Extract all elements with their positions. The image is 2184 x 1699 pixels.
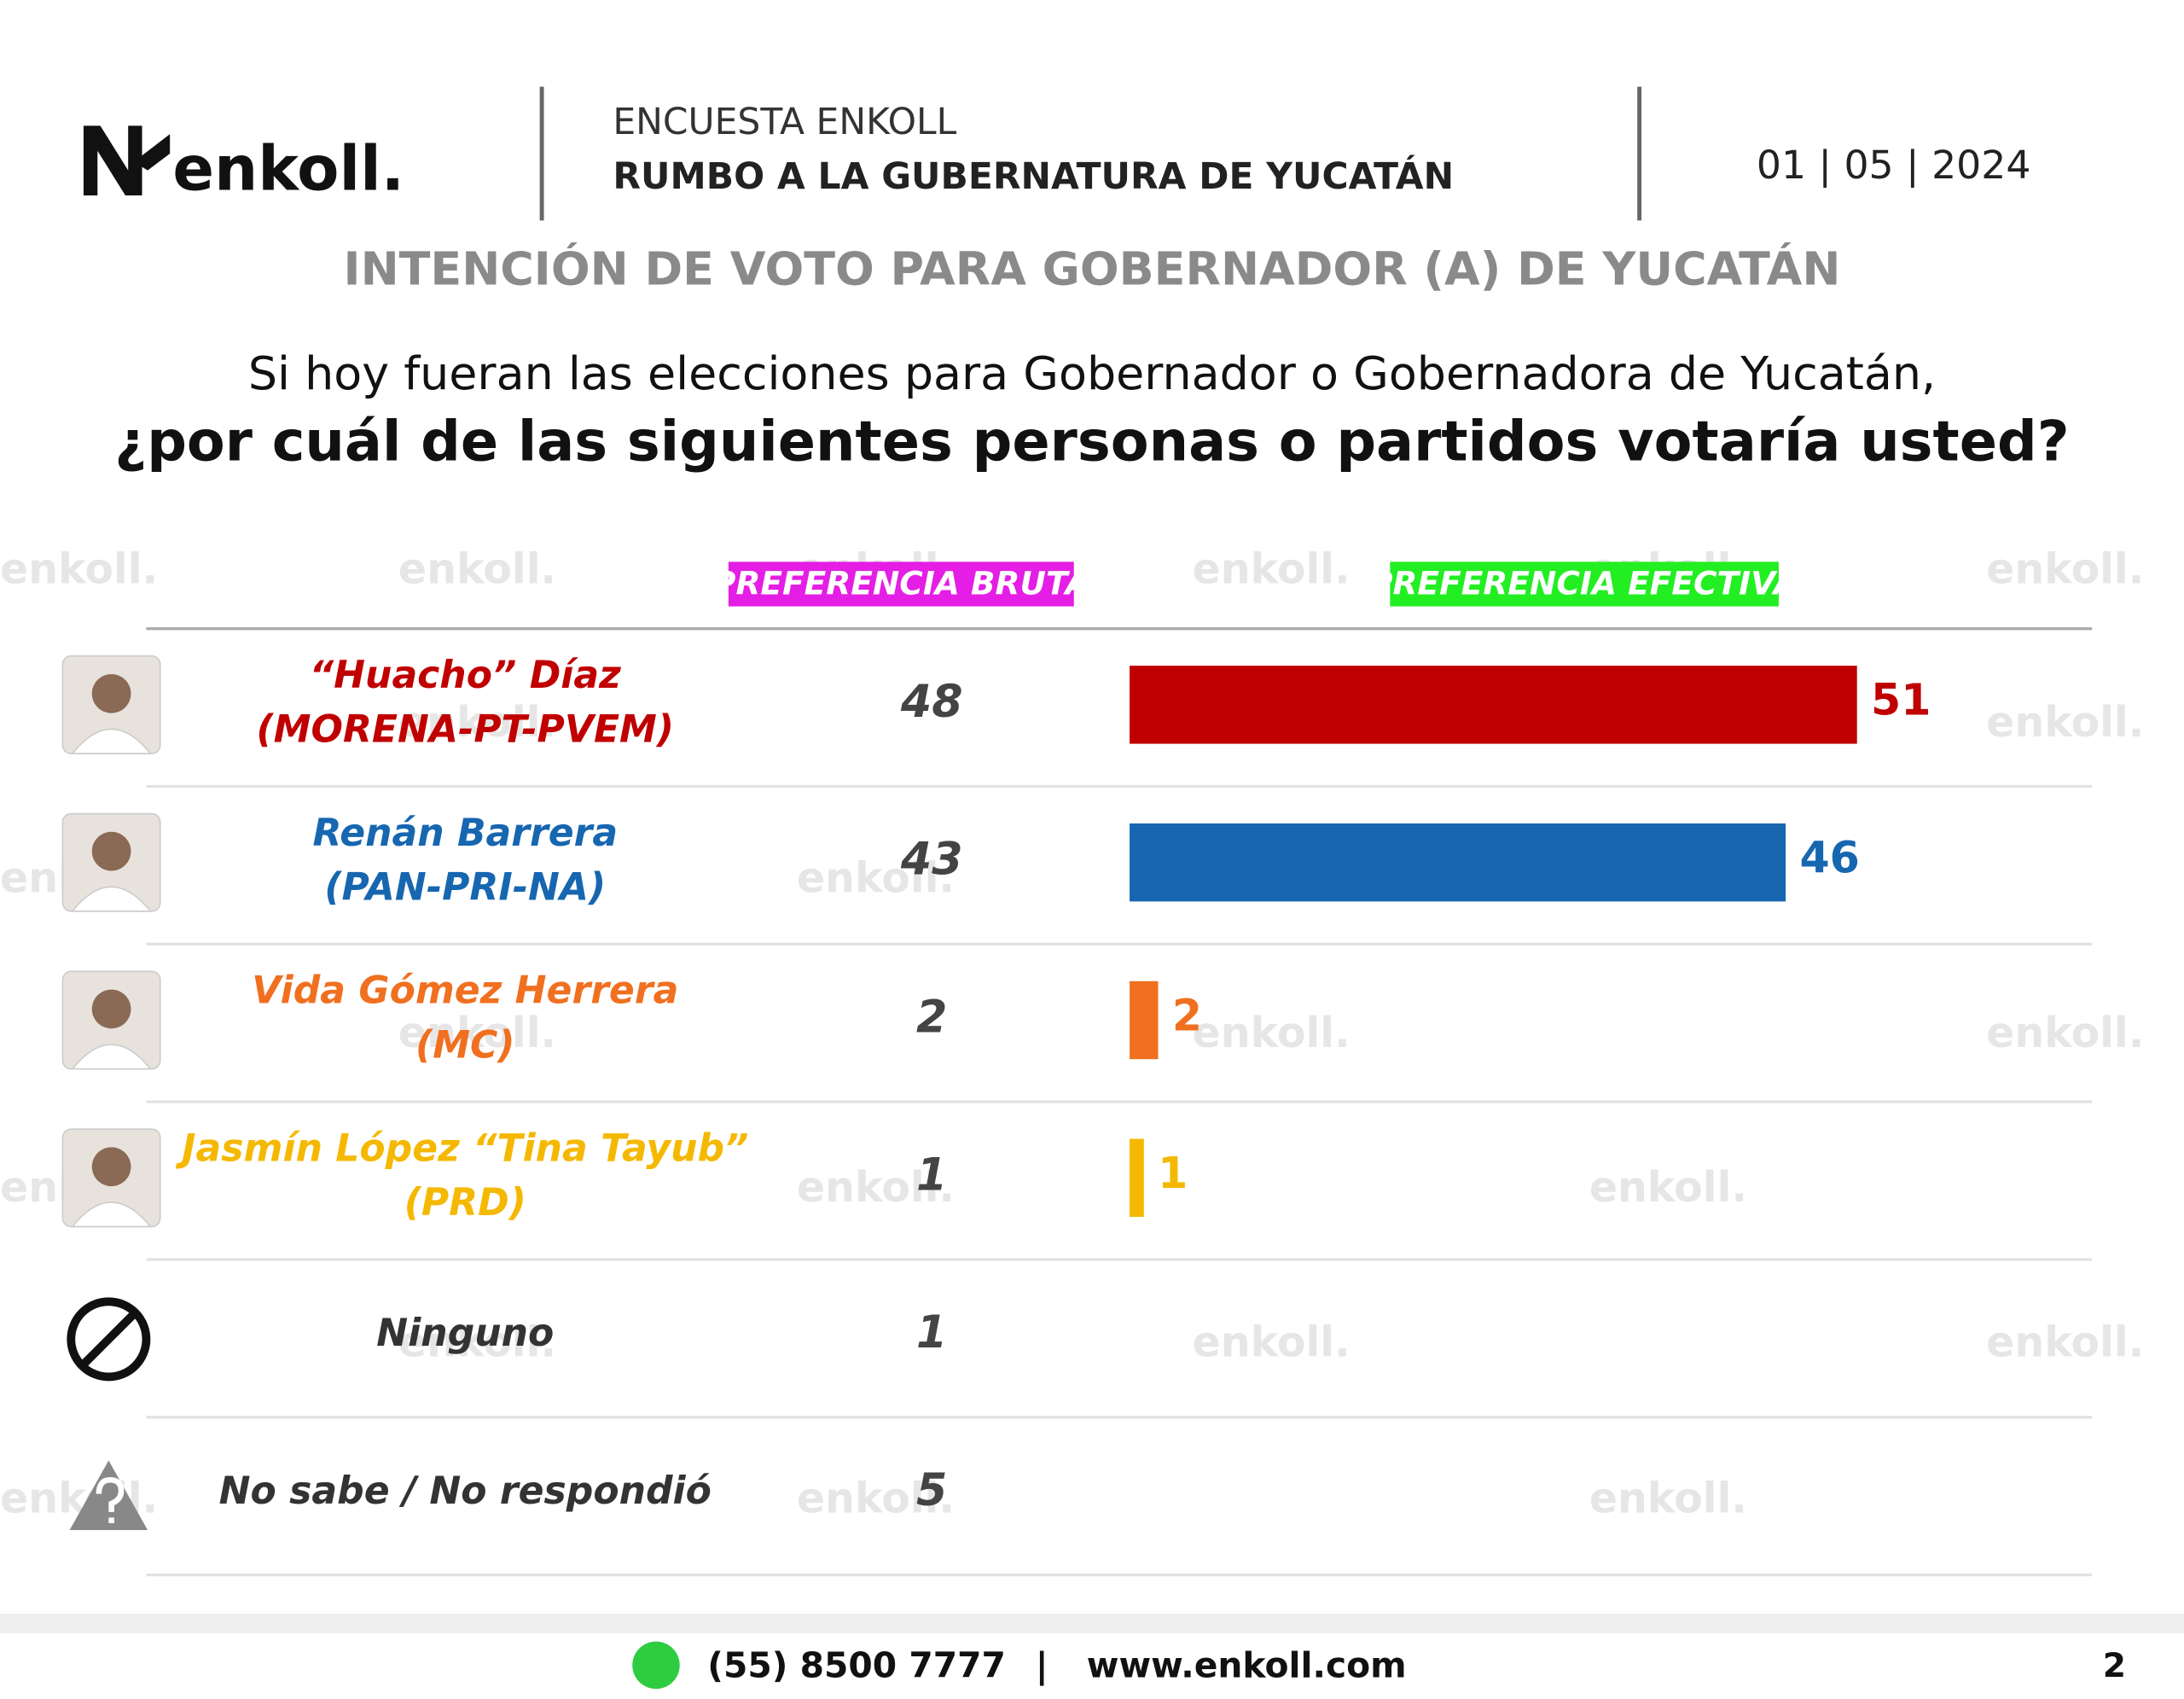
photo bbox=[91, 1147, 131, 1187]
watermark: enkoll. bbox=[398, 544, 556, 593]
bar-value: 51 bbox=[1871, 675, 1931, 725]
watermark: enkoll. bbox=[797, 1163, 955, 1212]
category-label: (MC) bbox=[415, 1023, 515, 1067]
category-label: No sabe / No respondió bbox=[219, 1469, 712, 1513]
question: Si hoy fueran las elecciones para Gobern… bbox=[248, 346, 1936, 400]
watermark: enkoll. bbox=[1193, 544, 1350, 593]
page-number: 2 bbox=[2103, 1647, 2126, 1685]
photo bbox=[71, 728, 153, 754]
bar bbox=[1130, 666, 1857, 744]
question: ¿por cuál de las siguientes personas o p… bbox=[114, 409, 2069, 474]
watermark: enkoll. bbox=[398, 1318, 556, 1366]
watermark: enkoll. bbox=[398, 698, 556, 747]
photo bbox=[91, 673, 131, 713]
photo bbox=[71, 1202, 153, 1228]
bar bbox=[1130, 980, 1159, 1060]
whatsapp-icon bbox=[632, 1641, 680, 1690]
gross-value: 1 bbox=[916, 1307, 947, 1359]
watermark: enkoll. bbox=[1193, 1318, 1350, 1366]
bar bbox=[1130, 1138, 1144, 1218]
unknown-icon bbox=[69, 1460, 148, 1531]
bar bbox=[1130, 823, 1786, 902]
footer-band bbox=[0, 1614, 2184, 1633]
legend-label: PREFERENCIA EFECTIVA bbox=[1369, 565, 1798, 602]
gross-value: 2 bbox=[916, 992, 947, 1044]
date: 01 | 05 | 2024 bbox=[1757, 143, 2031, 189]
logo-mark bbox=[83, 125, 171, 195]
category-label: (MORENA-PT-PVEM) bbox=[257, 708, 675, 752]
logo-text: enkoll. bbox=[172, 132, 404, 204]
photo bbox=[91, 831, 131, 871]
photo bbox=[91, 989, 131, 1029]
gross-value: 1 bbox=[916, 1149, 947, 1201]
survey-subject: RUMBO A LA GUBERNATURA DE YUCATÁN bbox=[613, 154, 1454, 198]
phone: (55) 8500 7777 bbox=[707, 1645, 1006, 1686]
none-icon bbox=[80, 1311, 137, 1368]
watermark: enkoll. bbox=[0, 544, 158, 593]
watermark: enkoll. bbox=[797, 1474, 955, 1522]
chart-title: INTENCIÓN DE VOTO PARA GOBERNADOR (A) DE… bbox=[344, 241, 1841, 295]
watermark: enkoll. bbox=[797, 854, 955, 903]
none-icon bbox=[67, 1297, 151, 1382]
bar-value: 2 bbox=[1172, 990, 1202, 1040]
watermark: enkoll. bbox=[398, 1009, 556, 1057]
category-label: Jasmín López “Tina Tayub” bbox=[175, 1126, 748, 1170]
gross-value: 43 bbox=[900, 835, 963, 886]
category-label: Renán Barrera bbox=[312, 812, 618, 855]
watermark: enkoll. bbox=[1193, 1009, 1350, 1057]
gross-value: 48 bbox=[900, 677, 963, 728]
category-label: (PAN-PRI-NA) bbox=[324, 866, 606, 910]
watermark: enkoll. bbox=[1986, 1318, 2144, 1366]
category-label: Ninguno bbox=[376, 1312, 554, 1355]
gross-value: 5 bbox=[916, 1465, 947, 1516]
legend-label: PREFERENCIA BRUTA bbox=[712, 565, 1090, 602]
bar-value: 46 bbox=[1799, 833, 1859, 883]
watermark: enkoll. bbox=[1589, 1163, 1747, 1212]
watermark: enkoll. bbox=[1589, 1474, 1747, 1522]
watermark: enkoll. bbox=[1986, 1009, 2144, 1057]
legend-swatch bbox=[728, 561, 1074, 607]
category-label: “Huacho” Díaz bbox=[310, 654, 621, 697]
watermark: enkoll. bbox=[1986, 698, 2144, 747]
bar-value: 1 bbox=[1158, 1148, 1188, 1198]
survey-name: ENCUESTA ENKOLL bbox=[613, 102, 956, 143]
legend-swatch bbox=[1390, 561, 1779, 607]
category-label: (PRD) bbox=[404, 1181, 526, 1225]
watermark: enkoll. bbox=[1986, 544, 2144, 593]
separator: | bbox=[1036, 1645, 1048, 1687]
unknown-icon bbox=[96, 1477, 125, 1523]
category-label: Vida Gómez Herrera bbox=[252, 969, 678, 1013]
photo bbox=[71, 1044, 153, 1070]
photo bbox=[71, 886, 153, 912]
website: www.enkoll.com bbox=[1087, 1645, 1407, 1686]
